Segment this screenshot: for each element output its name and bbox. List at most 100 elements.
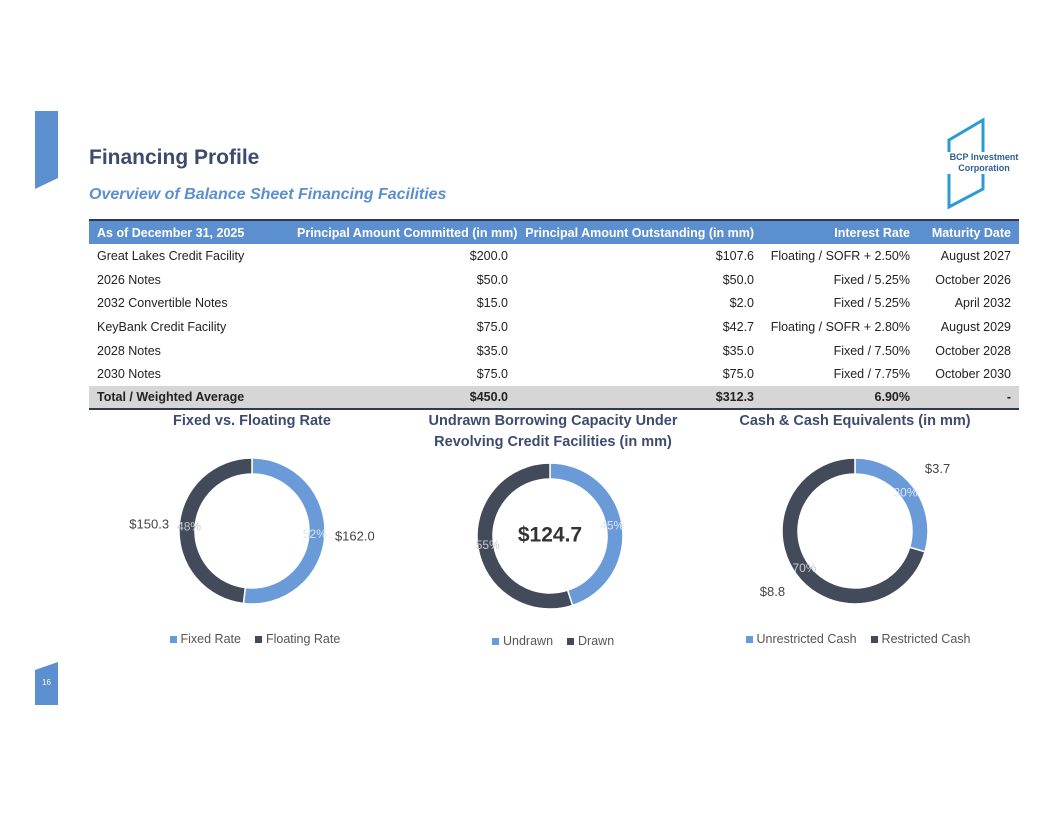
table-cell: $75.0 — [722, 367, 754, 382]
page-number: 16 — [42, 678, 51, 687]
legend-label: Restricted Cash — [881, 632, 971, 646]
percent-label: 52% — [303, 527, 327, 541]
value-label: $150.3 — [129, 516, 169, 531]
table-cell: $35.0 — [722, 343, 754, 358]
legend-label: Fixed Rate — [180, 632, 241, 646]
table-cell: Interest Rate — [834, 225, 910, 240]
legend-label: Floating Rate — [265, 632, 341, 646]
table-cell: $107.6 — [715, 248, 754, 263]
value-label: $3.7 — [925, 461, 950, 476]
table-cell: $50.0 — [722, 272, 754, 287]
legend-label: Drawn — [578, 634, 615, 648]
legend-label: Undrawn — [503, 634, 554, 648]
donut-slice — [476, 462, 574, 610]
table-cell: $50.0 — [476, 272, 508, 287]
table-row: KeyBank Credit Facility $75.0 $42.7 Floatin… — [89, 315, 1019, 339]
page-subtitle: Overview of Balance Sheet Financing Faci… — [89, 186, 447, 203]
percent-label: 48% — [177, 519, 201, 533]
table-cell: - — [1006, 390, 1011, 405]
table-cell: October 2026 — [935, 272, 1011, 287]
table-cell: October 2030 — [935, 367, 1011, 382]
legend-item: Undrawn — [492, 634, 553, 648]
legend-swatch — [567, 638, 575, 645]
table-cell: $312.3 — [715, 390, 754, 405]
accent-bar — [35, 111, 58, 189]
table-cell: $200.0 — [469, 248, 508, 263]
donut-slice — [854, 457, 929, 553]
table-cell: August 2027 — [940, 248, 1011, 263]
legend-item: Restricted Cash — [870, 632, 971, 646]
table-row: 2030 Notes $75.0 $75.0 Fixed / 7.75% October… — [89, 362, 1019, 386]
legend-swatch — [870, 636, 878, 643]
page-badge — [35, 662, 58, 705]
table-cell: 2032 Convertible Notes — [97, 296, 228, 311]
donut-slice — [781, 457, 926, 605]
table-cell: As of December 31, 2025 — [97, 225, 245, 240]
table-cell: $42.7 — [722, 319, 754, 334]
logo-mark — [947, 117, 985, 210]
table-cell: 6.90% — [874, 390, 910, 405]
table-cell: Total / Weighted Average — [97, 390, 245, 405]
table-cell: $75.0 — [476, 367, 508, 382]
table-cell: Floating / SOFR + 2.80% — [770, 319, 910, 334]
table-cell: April 2032 — [954, 296, 1011, 311]
value-label: $162.0 — [335, 528, 375, 543]
legend-swatch — [492, 638, 499, 645]
value-label: 45% — [600, 518, 624, 532]
table-cell: $75.0 — [476, 319, 508, 334]
value-label: $8.8 — [760, 584, 785, 599]
logo-text: BCP Investment Corporation — [944, 152, 1024, 174]
table-cell: August 2029 — [940, 319, 1011, 334]
table-cell: Principal Amount Outstanding (in mm) — [525, 225, 754, 240]
legend-swatch — [745, 636, 753, 643]
table-cell: $2.0 — [729, 296, 754, 311]
legend-item: Fixed Rate — [169, 632, 241, 646]
percent-label: 70% — [792, 561, 816, 575]
legend-label: Unrestricted Cash — [756, 632, 857, 646]
table-cell: Fixed / 5.25% — [833, 272, 910, 287]
table-row: 2032 Convertible Notes $15.0 $2.0 Fixed / 5… — [89, 291, 1019, 315]
table-cell: $35.0 — [476, 343, 508, 358]
table-cell: 2030 Notes — [97, 367, 161, 382]
legend-item: Unrestricted Cash — [745, 632, 857, 646]
table-cell: Floating / SOFR + 2.50% — [770, 248, 910, 263]
table-cell: Maturity Date — [931, 225, 1011, 240]
legend-item: Floating Rate — [254, 632, 341, 646]
legend: Unrestricted Cash Restricted Cash — [745, 632, 971, 646]
table-cell: 2028 Notes — [97, 343, 161, 358]
table-row: Great Lakes Credit Facility $200.0 $107.6 F… — [89, 244, 1019, 268]
table-cell: Principal Amount Committed (in mm) — [297, 225, 518, 240]
table-cell: $15.0 — [476, 296, 508, 311]
legend: Fixed Rate Floating Rate — [169, 632, 341, 646]
table-row: As of December 31, 2025 Principal Amount … — [89, 219, 1019, 244]
donut-slice — [178, 457, 253, 605]
value-label: 55% — [476, 538, 500, 552]
legend: Undrawn Drawn — [492, 634, 614, 648]
legend-item: Drawn — [567, 634, 614, 648]
chart-title: Fixed vs. Floating Rate — [173, 413, 331, 429]
table-cell: October 2028 — [935, 343, 1011, 358]
table-row: 2028 Notes $35.0 $35.0 Fixed / 7.50% October… — [89, 339, 1019, 363]
table-row: Total / Weighted Average $450.0 $312.3 6.90… — [89, 386, 1019, 411]
legend-swatch — [254, 636, 262, 643]
table-cell: Great Lakes Credit Facility — [97, 248, 245, 263]
table-cell: Fixed / 5.25% — [833, 296, 910, 311]
logo-line: Corporation — [958, 163, 1010, 173]
charts: 52% $162.0 48% $150.3 45% 55% $124.7 30% $3.7 70%… — [129, 457, 950, 610]
table-cell: $450.0 — [469, 390, 508, 405]
table-row: 2026 Notes $50.0 $50.0 Fixed / 5.25% October… — [89, 268, 1019, 292]
financing-table: As of December 31, 2025 Principal Amount … — [89, 219, 1019, 411]
table-cell: KeyBank Credit Facility — [97, 319, 227, 334]
table-cell: 2026 Notes — [97, 272, 161, 287]
table-cell: Fixed / 7.75% — [833, 367, 910, 382]
legend-swatch — [169, 636, 177, 643]
center-label: $124.7 — [518, 524, 582, 547]
logo-line: BCP Investment — [949, 152, 1019, 162]
chart-title: Cash & Cash Equivalents (in mm) — [739, 413, 971, 429]
page-title: Financing Profile — [89, 146, 260, 169]
percent-label: 30% — [893, 486, 917, 500]
table-cell: Fixed / 7.50% — [833, 343, 910, 358]
chart-title: Undrawn Borrowing Capacity Under Revolvi… — [428, 413, 678, 450]
